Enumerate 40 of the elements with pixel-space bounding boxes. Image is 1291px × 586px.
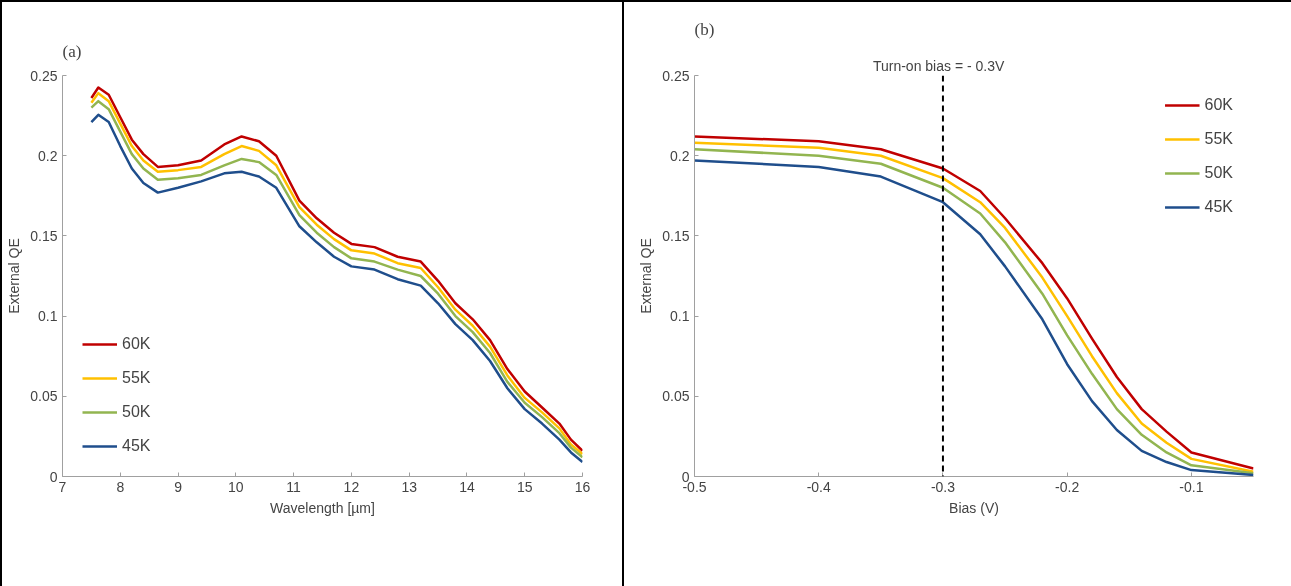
y-tick-label: 0.25: [662, 67, 690, 84]
x-tick-label: -0.1: [1179, 478, 1204, 495]
x-tick-label: 12: [343, 478, 360, 495]
x-tick-label: -0.2: [1055, 478, 1080, 495]
x-tick-label: 7: [58, 478, 67, 495]
x-tick-label: 10: [228, 478, 244, 495]
ref-line-label: Turn-on bias = - 0.3V: [872, 57, 1005, 74]
x-tick-label: 14: [459, 478, 475, 495]
y-axis-title: External QE: [638, 238, 655, 314]
legend-label: 45K: [122, 437, 151, 455]
y-tick-label: 0.2: [38, 147, 58, 164]
x-tick-label: 8: [116, 478, 125, 495]
y-tick-label: 0.25: [30, 67, 58, 84]
y-tick-label: 0.1: [38, 308, 58, 325]
legend-label: 60K: [122, 335, 151, 353]
y-tick-label: 0.15: [662, 227, 690, 244]
x-tick-label: 9: [174, 478, 183, 495]
y-axis-title: External QE: [6, 238, 23, 314]
legend-label: 45K: [1204, 198, 1233, 216]
y-tick-label: 0.1: [670, 308, 690, 325]
y-tick-label: 0.15: [30, 227, 58, 244]
x-axis-title: Wavelength [µm]: [270, 499, 375, 516]
x-tick-label: 15: [516, 478, 533, 495]
chart-title: (a): [62, 41, 82, 61]
legend-label: 55K: [122, 369, 151, 387]
x-tick-label: -0.4: [806, 478, 831, 495]
y-tick-label: 0.05: [30, 388, 58, 405]
x-tick-label: -0.3: [930, 478, 956, 495]
x-tick-label: 13: [401, 478, 418, 495]
x-tick-label: 11: [286, 478, 302, 495]
y-tick-label: 0.05: [662, 388, 690, 405]
y-tick-label: 0.2: [670, 147, 690, 164]
chart-title: (b): [694, 19, 715, 39]
y-tick-label: 0: [49, 468, 58, 485]
legend-label: 50K: [1204, 164, 1233, 182]
x-tick-label: 16: [574, 478, 591, 495]
legend-label: 55K: [1204, 130, 1233, 148]
legend-label: 60K: [1204, 96, 1233, 114]
x-axis-title: Bias (V): [949, 499, 999, 516]
legend-label: 50K: [122, 403, 151, 421]
